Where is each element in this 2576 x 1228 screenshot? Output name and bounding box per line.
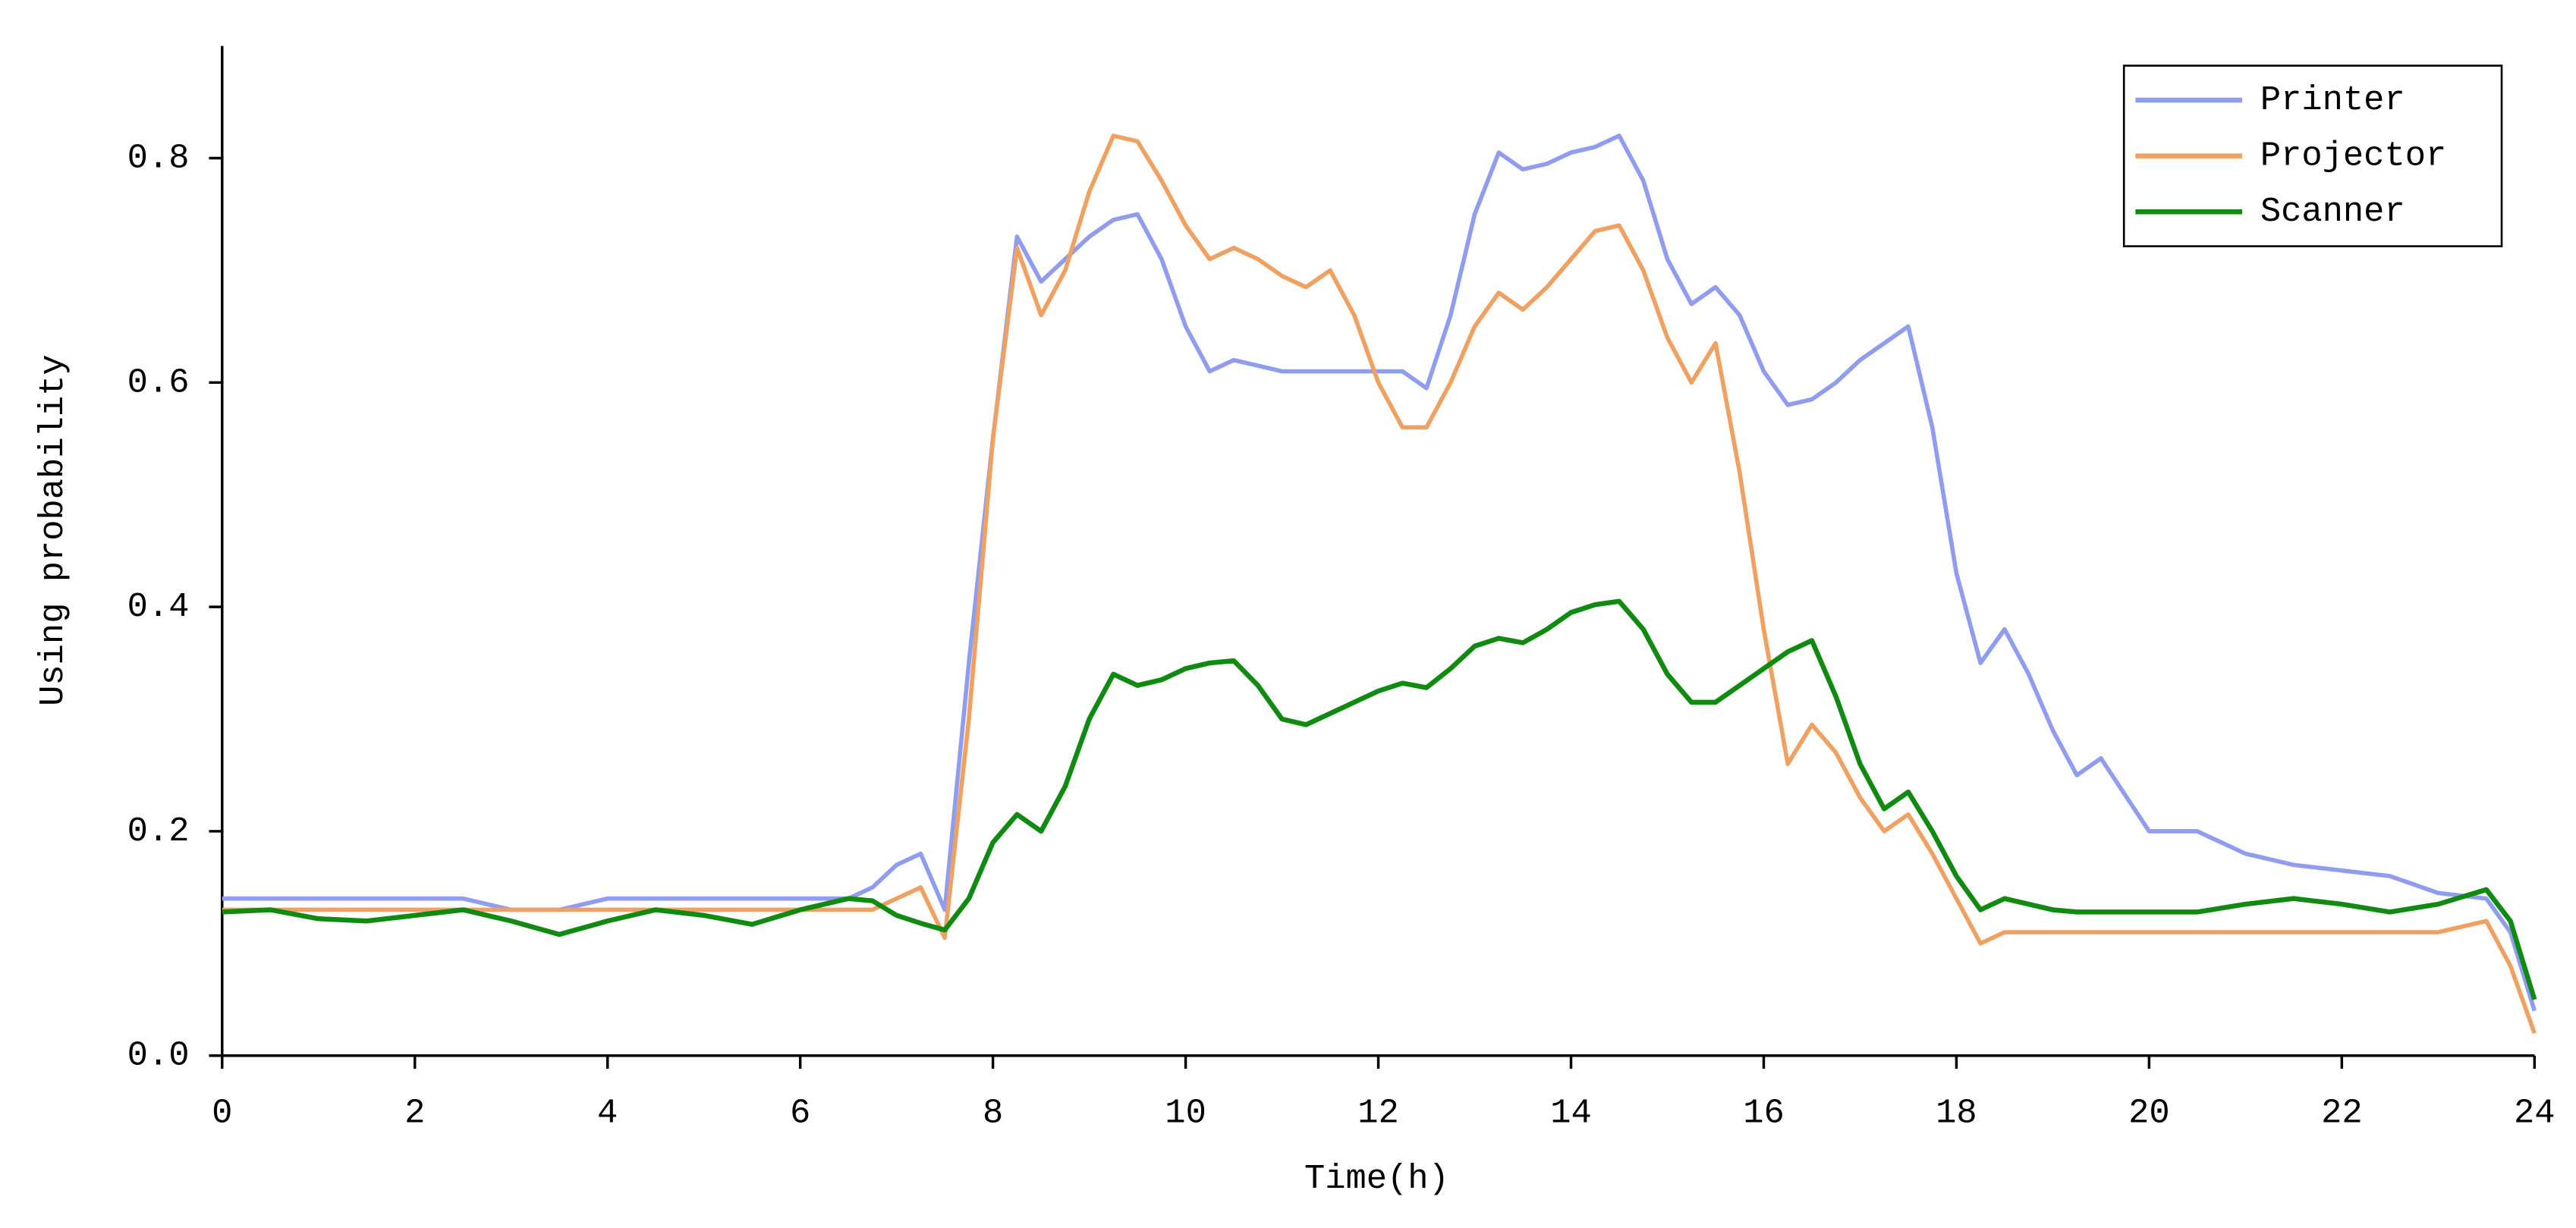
- x-tick-label: 16: [1743, 1093, 1785, 1132]
- x-tick-label: 4: [597, 1093, 618, 1132]
- x-tick-label: 6: [790, 1093, 810, 1132]
- x-tick-label: 24: [2514, 1093, 2556, 1132]
- y-tick-label: 0.0: [127, 1036, 190, 1076]
- y-tick-label: 0.2: [127, 812, 190, 851]
- x-tick-label: 8: [983, 1093, 1003, 1132]
- x-tick-label: 12: [1357, 1093, 1399, 1132]
- x-tick-label: 20: [2128, 1093, 2170, 1132]
- line-series: [222, 598, 2537, 1000]
- x-tick-label: 14: [1550, 1093, 1592, 1132]
- x-tick-label: 18: [1936, 1093, 1977, 1132]
- y-axis-label: Using probability: [33, 354, 73, 706]
- x-tick-label: 10: [1165, 1093, 1206, 1132]
- legend-label: Projector: [2260, 137, 2446, 176]
- x-axis-label: Time(h): [1304, 1159, 1449, 1198]
- x-tick-label: 22: [2321, 1093, 2363, 1132]
- y-tick-label: 0.4: [127, 587, 190, 627]
- line-series: [222, 133, 2537, 1035]
- y-tick-label: 0.8: [127, 139, 190, 178]
- legend-label: Scanner: [2260, 192, 2405, 231]
- x-tick-label: 0: [212, 1093, 232, 1132]
- x-tick-label: 2: [404, 1093, 425, 1132]
- line-series: [222, 133, 2537, 1012]
- legend-label: Printer: [2260, 80, 2405, 120]
- y-tick-label: 0.6: [127, 363, 190, 402]
